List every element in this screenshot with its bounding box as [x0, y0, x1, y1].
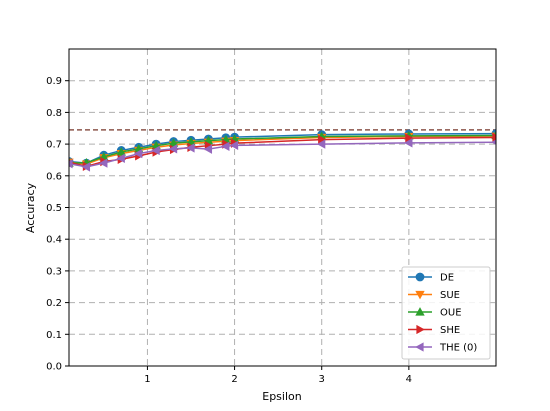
legend-entry: DE — [408, 273, 454, 284]
legend-marker — [415, 342, 424, 352]
x-axis-label: Epsilon — [262, 390, 302, 403]
legend-entry: THE (0) — [408, 342, 477, 354]
data-point — [229, 140, 239, 151]
data-point — [316, 139, 326, 149]
y-axis-label: Accuracy — [24, 182, 37, 233]
series-group — [69, 129, 496, 172]
grid — [69, 49, 496, 366]
legend-marker — [415, 307, 425, 316]
legend-marker — [415, 272, 425, 282]
y-tick-label: 0.2 — [46, 298, 62, 309]
data-point — [69, 159, 73, 169]
data-point — [116, 147, 126, 156]
y-tick-label: 0.1 — [46, 330, 62, 341]
series-the-0 — [69, 138, 496, 172]
y-tick-label: 0.5 — [46, 203, 62, 214]
legend-entry: SUE — [408, 290, 460, 301]
y-tick-label: 0.0 — [46, 362, 62, 373]
data-point — [81, 162, 91, 172]
data-point — [168, 144, 178, 154]
data-point — [99, 158, 108, 168]
data-point — [404, 138, 413, 148]
data-point — [492, 132, 496, 143]
x-tick-label: 1 — [144, 374, 150, 385]
legend-label: SHE — [440, 325, 460, 336]
legend-marker — [416, 324, 425, 335]
legend-label: SUE — [440, 290, 460, 301]
series-line — [69, 134, 496, 164]
x-tick-label: 2 — [231, 374, 237, 385]
y-tick-label: 0.6 — [46, 171, 62, 182]
y-tick-label: 0.9 — [46, 76, 62, 87]
x-tick-label: 4 — [406, 374, 412, 385]
data-point — [221, 141, 230, 151]
data-point — [133, 148, 143, 159]
data-point — [116, 153, 125, 164]
legend-label: OUE — [440, 308, 462, 319]
x-tick-label: 3 — [319, 374, 325, 385]
data-point — [203, 144, 213, 154]
y-tick-label: 0.3 — [46, 266, 62, 277]
legend-marker — [415, 290, 425, 300]
data-point — [151, 145, 160, 156]
data-point — [186, 143, 195, 153]
ticks: 0.0 0.1 0.2 0.3 0.4 0.5 0.6 0.7 0.8 0.9 1 2 3 4 — [46, 76, 412, 385]
legend: DE SUE OUE SHE THE (0) — [401, 266, 491, 360]
legend-label: DE — [440, 273, 454, 284]
legend-entry: SHE — [408, 324, 460, 336]
y-tick-label: 0.7 — [46, 140, 62, 151]
y-tick-label: 0.8 — [46, 108, 62, 119]
legend-box — [401, 266, 491, 360]
y-tick-label: 0.4 — [46, 235, 62, 246]
legend-entry: OUE — [408, 307, 462, 319]
legend-label: THE (0) — [439, 343, 477, 354]
